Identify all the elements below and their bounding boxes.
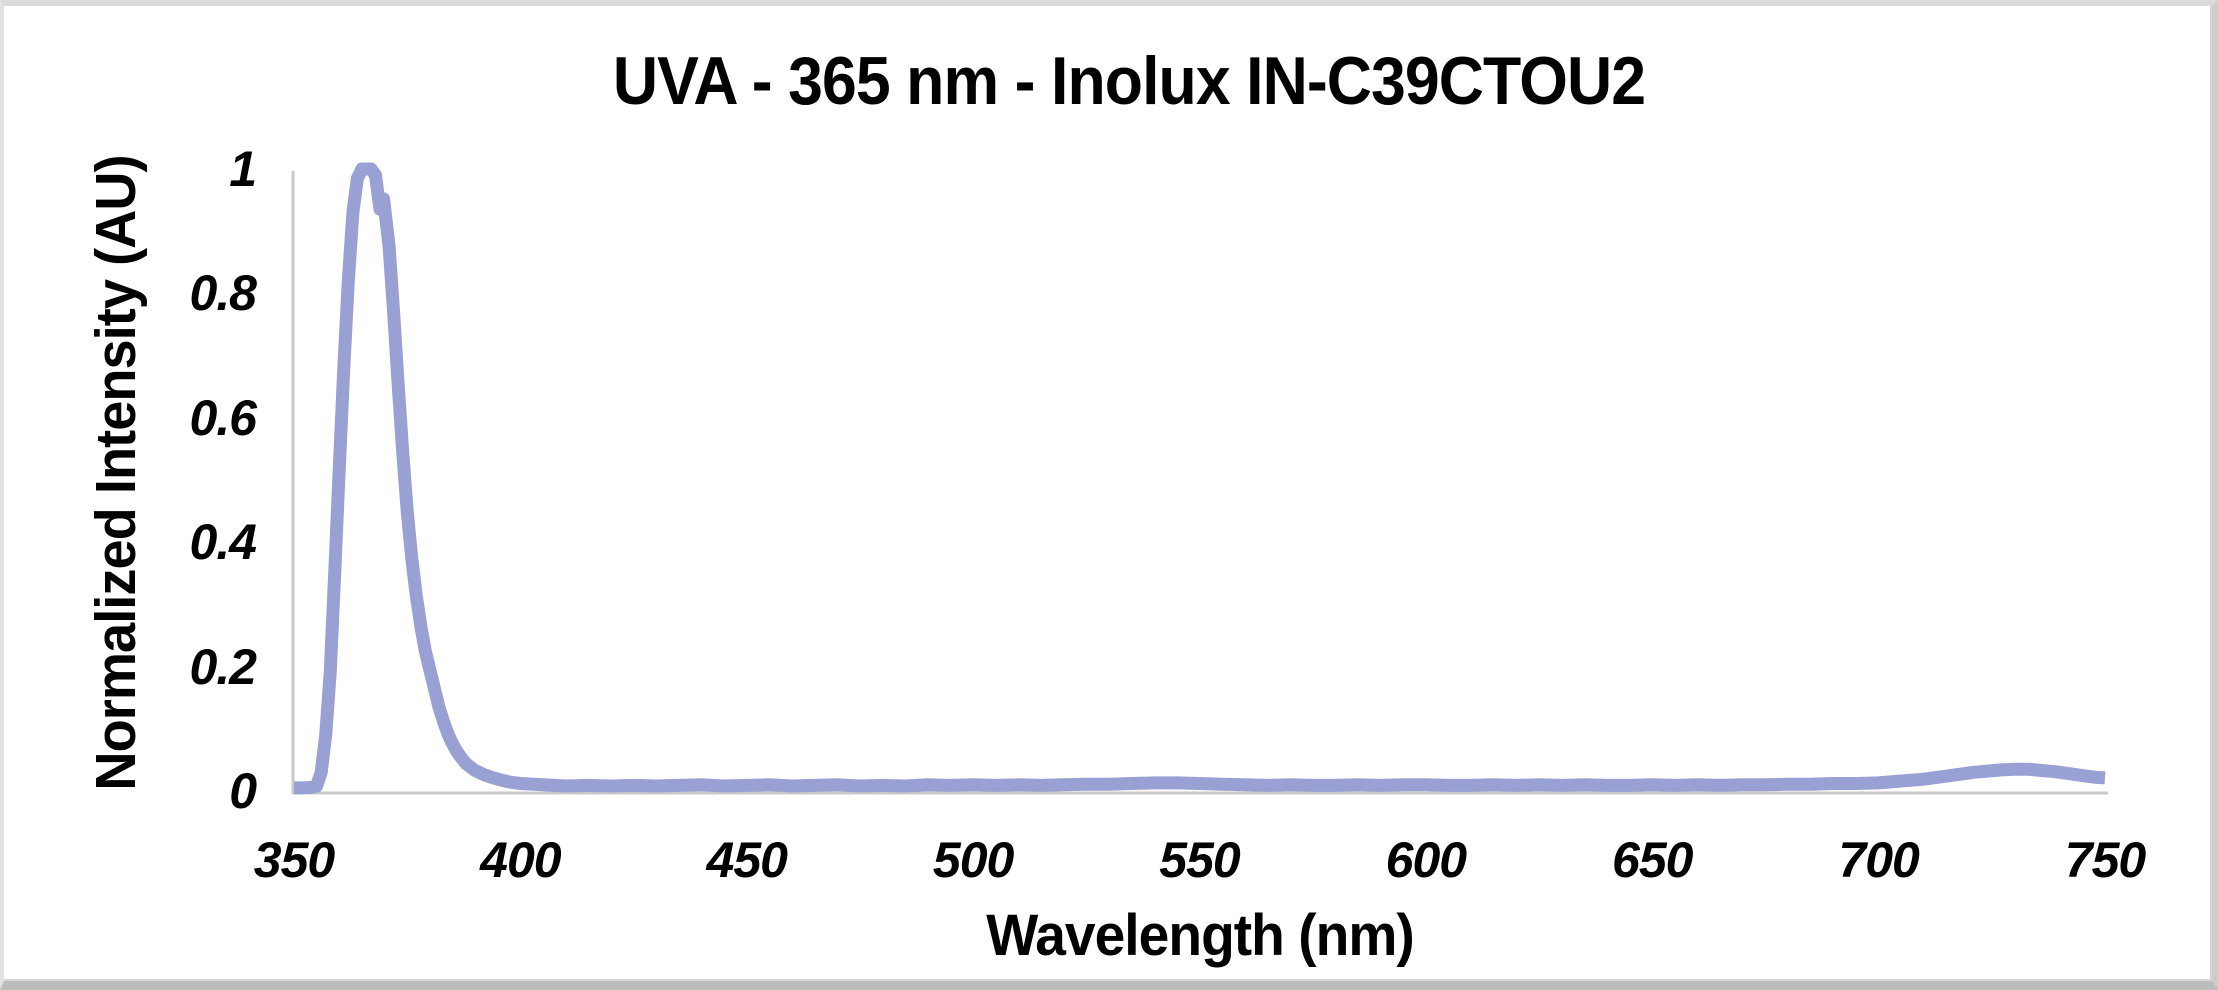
x-tick-label: 600 bbox=[1385, 832, 1467, 888]
y-tick-label: 0 bbox=[229, 763, 257, 819]
chart-title: UVA - 365 nm - Inolux IN-C39CTOU2 bbox=[612, 43, 1646, 119]
x-tick-label: 450 bbox=[706, 832, 788, 888]
x-tick-label: 350 bbox=[253, 832, 335, 888]
y-tick-label: 0.6 bbox=[189, 389, 257, 446]
x-axis-title: Wavelength (nm) bbox=[986, 903, 1415, 968]
spectrum-curve bbox=[294, 162, 2106, 795]
y-tick-label: 0.4 bbox=[189, 514, 257, 571]
x-tick-label: 700 bbox=[1838, 832, 1919, 888]
x-tick-label: 550 bbox=[1159, 832, 1240, 888]
x-tick-label: 750 bbox=[2064, 832, 2146, 888]
plot-area bbox=[291, 162, 2108, 795]
x-tick-label: 400 bbox=[480, 832, 561, 888]
y-tick-label: 0.8 bbox=[189, 265, 257, 322]
y-tick-label: 1 bbox=[229, 141, 257, 197]
x-tick-label: 500 bbox=[932, 832, 1014, 888]
y-tick-label: 0.2 bbox=[189, 638, 257, 695]
x-tick-label: 650 bbox=[1612, 832, 1693, 888]
